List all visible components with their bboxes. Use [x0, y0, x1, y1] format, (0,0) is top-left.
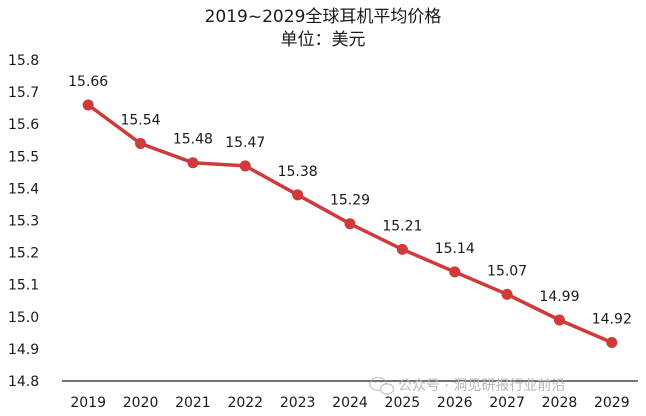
x-tick-label: 2025	[385, 395, 421, 411]
data-point	[135, 137, 147, 149]
data-points	[82, 99, 618, 348]
data-point	[396, 243, 408, 255]
watermark: 公众号 · 洞见研报行业前沿	[369, 376, 565, 395]
y-tick-label: 15.5	[8, 149, 39, 165]
wechat-icon	[369, 376, 395, 395]
y-tick-label: 15.3	[8, 214, 39, 230]
watermark-text: 公众号 · 洞见研报行业前沿	[398, 377, 565, 394]
data-label: 15.47	[225, 135, 265, 151]
y-tick-label: 15.0	[8, 310, 39, 326]
x-tick-label: 2021	[175, 395, 211, 411]
y-tick-label: 14.9	[8, 342, 39, 358]
x-tick-label: 2023	[280, 395, 316, 411]
x-tick-label: 2027	[489, 395, 525, 411]
data-label: 15.14	[435, 241, 475, 257]
data-label: 14.99	[539, 289, 579, 305]
data-label: 15.38	[278, 164, 318, 180]
x-tick-label: 2029	[594, 395, 630, 411]
data-label: 15.07	[487, 263, 527, 279]
y-tick-label: 15.8	[8, 53, 39, 69]
data-label: 15.29	[330, 193, 370, 209]
data-point	[606, 336, 618, 348]
data-point	[501, 288, 513, 300]
data-point	[292, 189, 304, 201]
data-label: 15.54	[120, 112, 160, 128]
data-labels: 15.66 15.54 15.48 15.47 15.38 15.29 15.21 15.14…	[68, 74, 632, 328]
data-label: 14.92	[592, 311, 632, 327]
x-tick-label: 2024	[332, 395, 368, 411]
y-axis-ticks: 15.8 15.7 15.6 15.5 15.4 15.3 15.2 15.1 15.0 14.9…	[8, 53, 39, 390]
y-tick-label: 15.2	[8, 246, 39, 262]
y-tick-label: 15.7	[8, 85, 39, 101]
chart-subtitle: 单位：美元	[281, 30, 366, 50]
x-tick-label: 2022	[227, 395, 263, 411]
data-label: 15.48	[173, 132, 213, 148]
data-point	[82, 99, 94, 111]
x-tick-label: 2028	[542, 395, 578, 411]
x-tick-label: 2026	[437, 395, 473, 411]
y-tick-label: 15.4	[8, 181, 39, 197]
data-label: 15.21	[382, 218, 422, 234]
y-tick-label: 15.6	[8, 117, 39, 133]
data-point	[239, 160, 251, 172]
data-label: 15.66	[68, 74, 108, 90]
data-point	[449, 266, 461, 278]
x-tick-label: 2020	[123, 395, 159, 411]
chart-title: 2019~2029全球耳机平均价格	[205, 7, 442, 27]
data-point	[187, 157, 199, 169]
x-axis-ticks: 2019 2020 2021 2022 2023 2024 2025 2026 2027 2028…	[70, 395, 629, 411]
data-point	[344, 218, 356, 230]
y-tick-label: 15.1	[8, 278, 39, 294]
data-point	[553, 314, 565, 326]
x-tick-label: 2019	[70, 395, 106, 411]
y-tick-label: 14.8	[8, 374, 39, 390]
